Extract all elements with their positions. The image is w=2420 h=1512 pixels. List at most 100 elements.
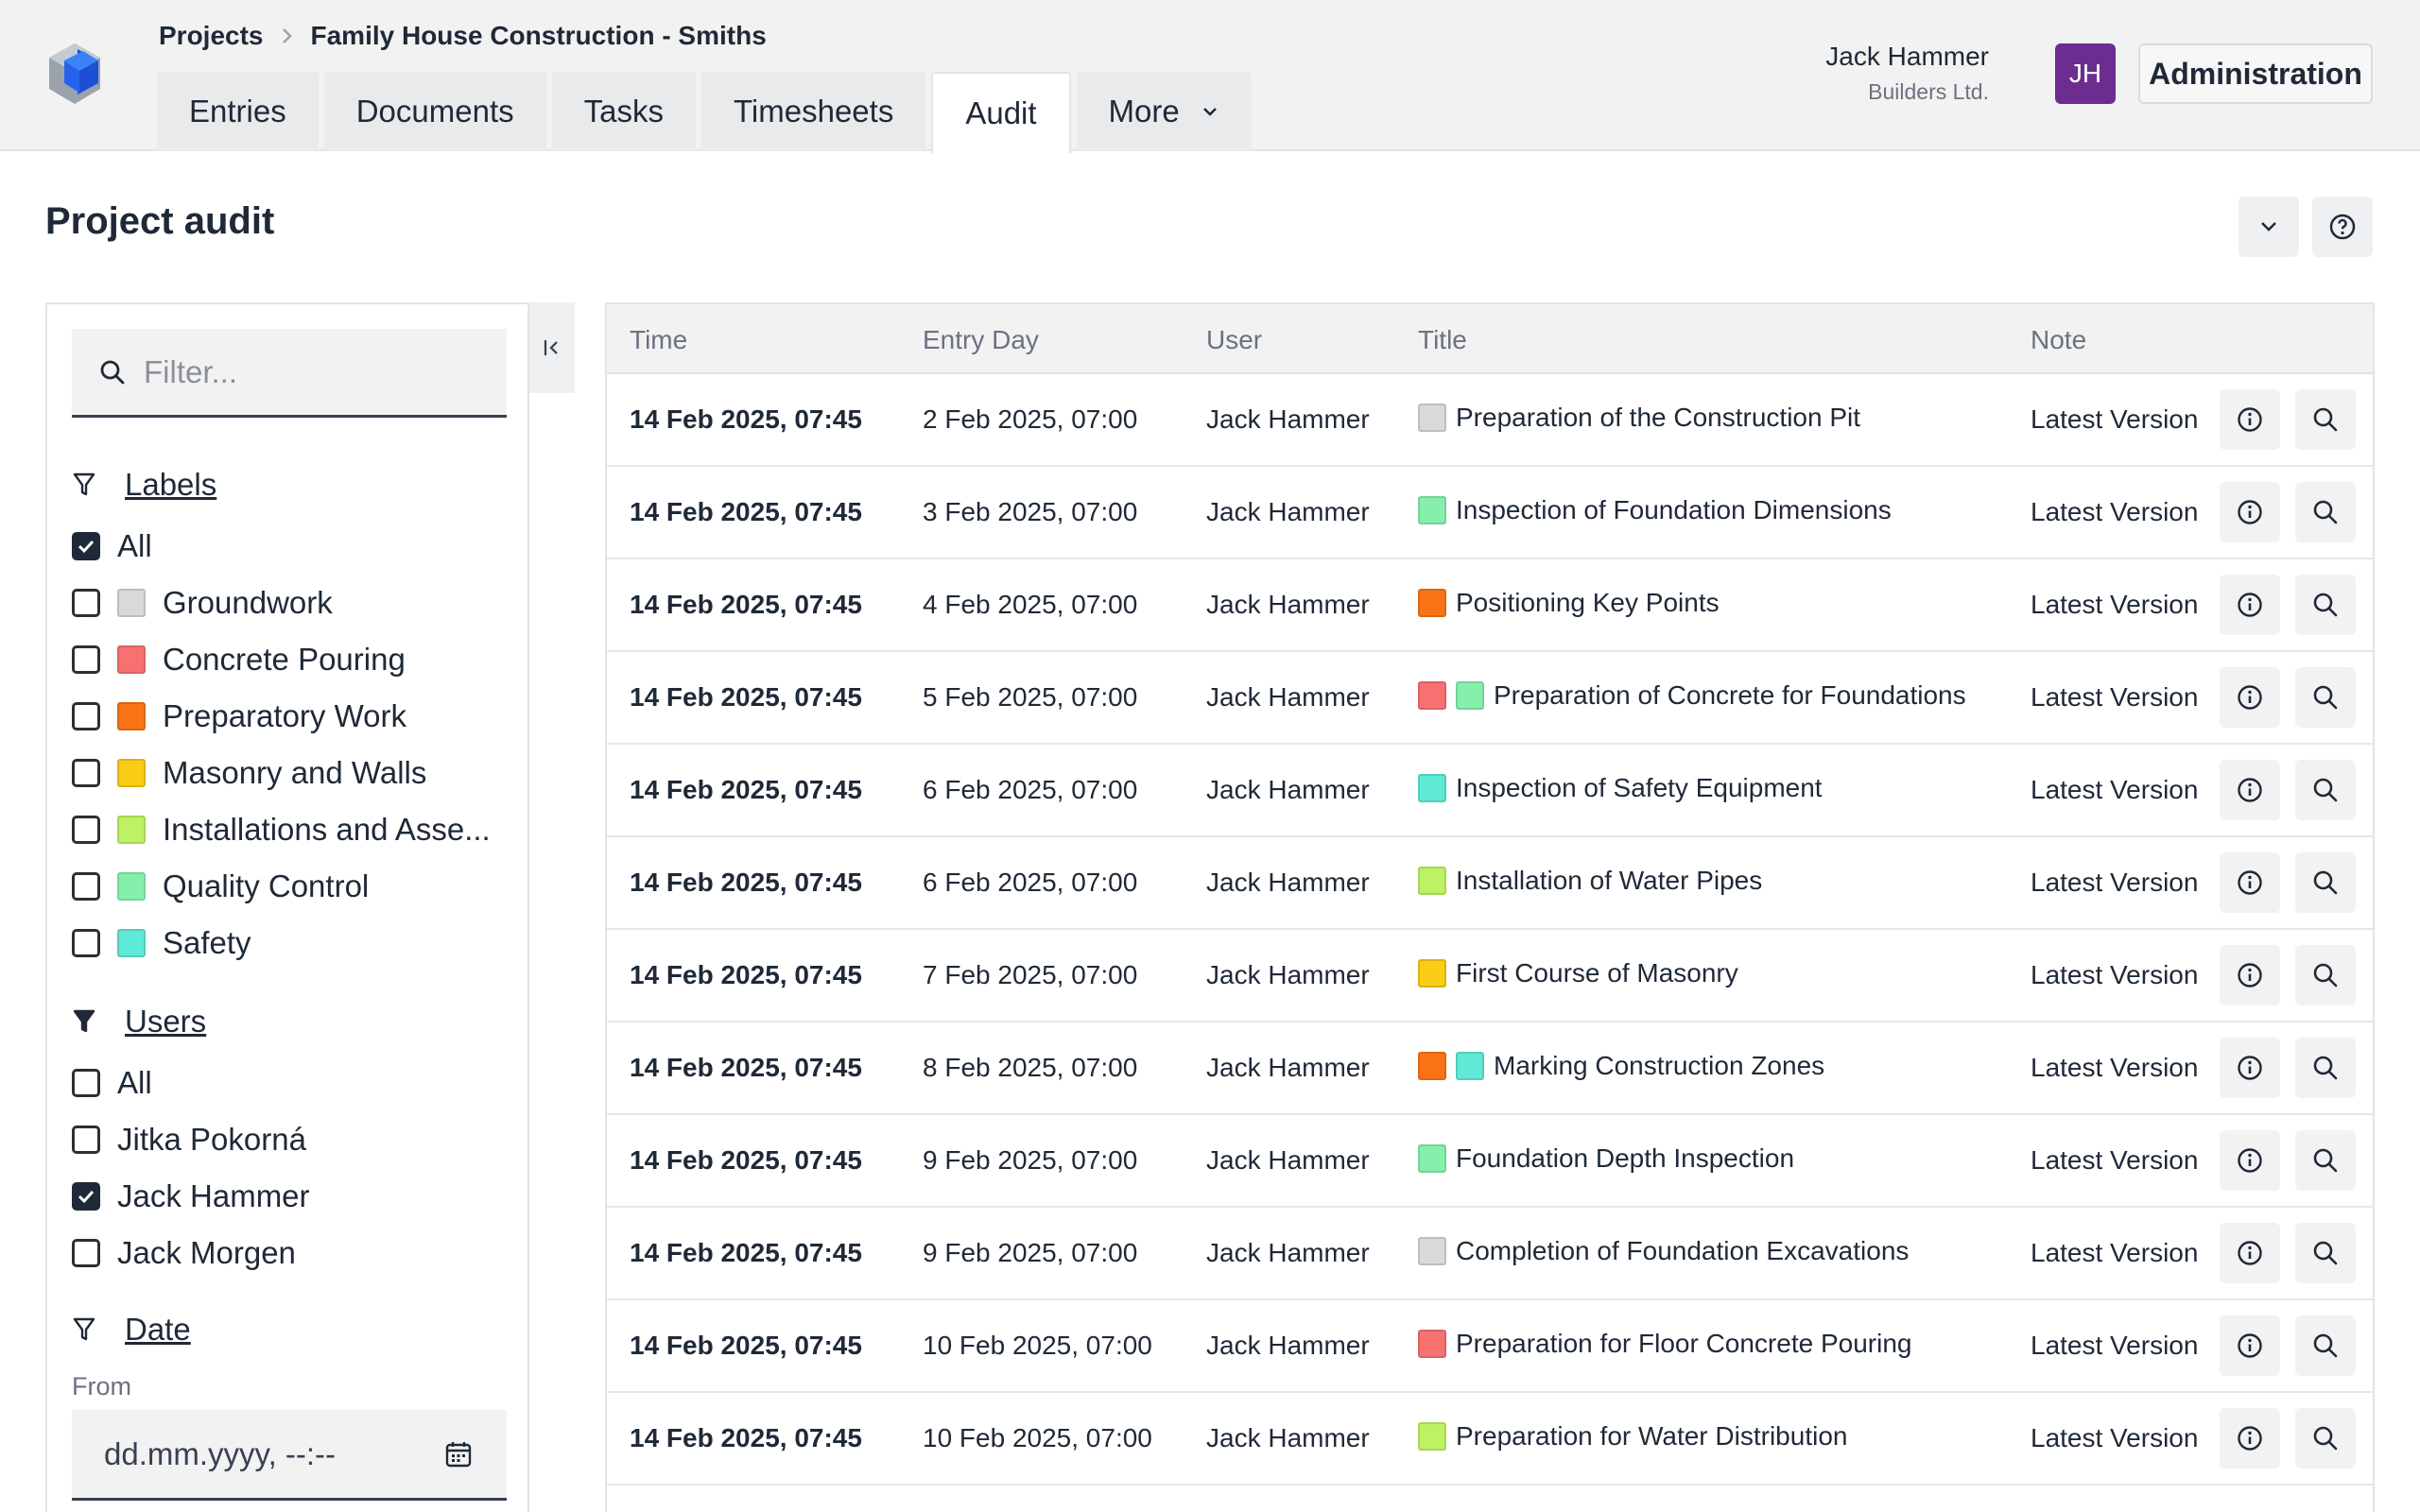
label-option-quality-control[interactable]: Quality Control xyxy=(72,868,369,905)
table-row[interactable]: 14 Feb 2025, 07:45 10 Feb 2025, 07:00 Jack… xyxy=(607,1393,2373,1486)
checkbox[interactable] xyxy=(72,759,100,787)
user-option-jitka-pokorna[interactable]: Jitka Pokorná xyxy=(72,1121,306,1159)
column-header-title[interactable]: Title xyxy=(1418,325,1467,354)
row-view-button[interactable] xyxy=(2295,760,2356,820)
row-info-button[interactable] xyxy=(2220,760,2280,820)
row-info-button[interactable] xyxy=(2220,1223,2280,1283)
filter-input[interactable]: Filter... xyxy=(72,329,507,418)
table-row[interactable]: 14 Feb 2025, 07:45 7 Feb 2025, 07:00 Jack … xyxy=(607,930,2373,1022)
checkbox[interactable] xyxy=(72,929,100,957)
row-view-button[interactable] xyxy=(2295,1408,2356,1469)
row-view-button[interactable] xyxy=(2295,389,2356,450)
table-row[interactable]: 14 Feb 2025, 07:45 6 Feb 2025, 07:00 Jack … xyxy=(607,837,2373,930)
tab-more[interactable]: More xyxy=(1076,72,1252,151)
info-icon xyxy=(2238,1426,2262,1451)
column-header-note[interactable]: Note xyxy=(2031,325,2087,354)
row-view-button[interactable] xyxy=(2295,575,2356,635)
collapse-sidebar-button[interactable] xyxy=(529,302,575,393)
labels-section-header[interactable]: Labels xyxy=(72,467,216,503)
checkbox[interactable] xyxy=(72,816,100,844)
label-option-groundwork[interactable]: Groundwork xyxy=(72,584,333,622)
row-info-button[interactable] xyxy=(2220,1038,2280,1098)
table-row[interactable]: 14 Feb 2025, 07:45 2 Feb 2025, 07:00 Jack … xyxy=(607,374,2373,467)
label-option-label: Safety xyxy=(163,925,251,960)
column-header-user[interactable]: User xyxy=(1206,325,1263,354)
row-info-button[interactable] xyxy=(2220,667,2280,728)
checkbox-checked-icon[interactable] xyxy=(72,532,100,560)
filter-outline-icon xyxy=(73,1317,95,1341)
row-view-button[interactable] xyxy=(2295,1223,2356,1283)
search-icon xyxy=(2313,407,2338,432)
users-section-header[interactable]: Users xyxy=(72,1004,206,1040)
cell-user: Jack Hammer xyxy=(1206,868,1370,897)
help-button[interactable] xyxy=(2312,197,2373,257)
tab-audit[interactable]: Audit xyxy=(931,72,1071,153)
user-option-jack-hammer[interactable]: Jack Hammer xyxy=(72,1177,310,1215)
label-color-swatch xyxy=(117,589,146,617)
checkbox[interactable] xyxy=(72,1069,100,1097)
user-info[interactable]: Jack Hammer Builders Ltd. xyxy=(1825,42,1989,105)
column-header-time[interactable]: Time xyxy=(630,325,688,354)
cell-user: Jack Hammer xyxy=(1206,1423,1370,1452)
table-row[interactable]: 14 Feb 2025, 07:45 4 Feb 2025, 07:00 Jack … xyxy=(607,559,2373,652)
tab-more-label: More xyxy=(1108,94,1180,129)
expand-options-button[interactable] xyxy=(2238,197,2299,257)
date-section-header[interactable]: Date xyxy=(72,1312,191,1348)
table-row[interactable]: 14 Feb 2025, 07:45 5 Feb 2025, 07:00 Jack … xyxy=(607,652,2373,745)
row-view-button[interactable] xyxy=(2295,482,2356,542)
label-option-masonry-and-walls[interactable]: Masonry and Walls xyxy=(72,754,426,792)
table-row[interactable]: 14 Feb 2025, 07:45 9 Feb 2025, 07:00 Jack … xyxy=(607,1115,2373,1208)
row-info-button[interactable] xyxy=(2220,1130,2280,1191)
checkbox[interactable] xyxy=(72,702,100,730)
row-view-button[interactable] xyxy=(2295,667,2356,728)
from-date-input[interactable]: dd.mm.yyyy, --:-- xyxy=(72,1410,507,1501)
tab-tasks[interactable]: Tasks xyxy=(551,72,696,151)
label-option-label: Groundwork xyxy=(163,585,333,620)
label-option-preparatory-work[interactable]: Preparatory Work xyxy=(72,697,406,735)
row-view-button[interactable] xyxy=(2295,1038,2356,1098)
label-option-concrete-pouring[interactable]: Concrete Pouring xyxy=(72,641,406,679)
tab-entries[interactable]: Entries xyxy=(157,72,319,151)
search-icon xyxy=(2313,1333,2338,1358)
checkbox[interactable] xyxy=(72,589,100,617)
row-info-button[interactable] xyxy=(2220,389,2280,450)
table-row[interactable]: 14 Feb 2025, 07:45 3 Feb 2025, 07:00 Jack … xyxy=(607,467,2373,559)
cell-note: Latest Version xyxy=(2031,960,2199,989)
user-option-jack-morgen[interactable]: Jack Morgen xyxy=(72,1234,296,1272)
checkbox[interactable] xyxy=(72,1125,100,1154)
administration-button[interactable]: Administration xyxy=(2138,43,2373,104)
column-header-entry-day[interactable]: Entry Day xyxy=(923,325,1039,354)
label-option-safety[interactable]: Safety xyxy=(72,924,251,962)
row-info-button[interactable] xyxy=(2220,1315,2280,1376)
checkbox[interactable] xyxy=(72,1239,100,1267)
row-info-button[interactable] xyxy=(2220,575,2280,635)
cell-note: Latest Version xyxy=(2031,1238,2199,1267)
cell-note: Latest Version xyxy=(2031,682,2199,712)
checkbox[interactable] xyxy=(72,645,100,674)
row-view-button[interactable] xyxy=(2295,1315,2356,1376)
table-row[interactable]: 14 Feb 2025, 07:45 9 Feb 2025, 07:00 Jack … xyxy=(607,1208,2373,1300)
row-info-button[interactable] xyxy=(2220,482,2280,542)
tab-timesheets[interactable]: Timesheets xyxy=(700,72,926,151)
calendar-icon[interactable] xyxy=(444,1440,473,1469)
label-option-installations[interactable]: Installations and Asse... xyxy=(72,811,491,849)
row-view-button[interactable] xyxy=(2295,1130,2356,1191)
checkbox[interactable] xyxy=(72,872,100,901)
breadcrumb-projects-link[interactable]: Projects xyxy=(159,21,264,50)
row-info-button[interactable] xyxy=(2220,1408,2280,1469)
label-color-swatch xyxy=(1418,1330,1446,1358)
checkbox-checked-icon[interactable] xyxy=(72,1182,100,1211)
row-info-button[interactable] xyxy=(2220,852,2280,913)
help-circle-icon xyxy=(2329,214,2356,240)
table-row[interactable]: 14 Feb 2025, 07:45 10 Feb 2025, 07:00 Jack… xyxy=(607,1300,2373,1393)
label-option-all[interactable]: All xyxy=(72,527,152,565)
tab-documents[interactable]: Documents xyxy=(323,72,546,151)
row-info-button[interactable] xyxy=(2220,945,2280,1005)
avatar[interactable]: JH xyxy=(2055,43,2116,104)
table-row[interactable]: 14 Feb 2025, 07:45 8 Feb 2025, 07:00 Jack … xyxy=(607,1022,2373,1115)
table-row[interactable]: 14 Feb 2025, 07:45 6 Feb 2025, 07:00 Jack … xyxy=(607,745,2373,837)
app-logo-icon[interactable] xyxy=(45,42,104,106)
row-view-button[interactable] xyxy=(2295,945,2356,1005)
user-option-all[interactable]: All xyxy=(72,1064,152,1102)
row-view-button[interactable] xyxy=(2295,852,2356,913)
